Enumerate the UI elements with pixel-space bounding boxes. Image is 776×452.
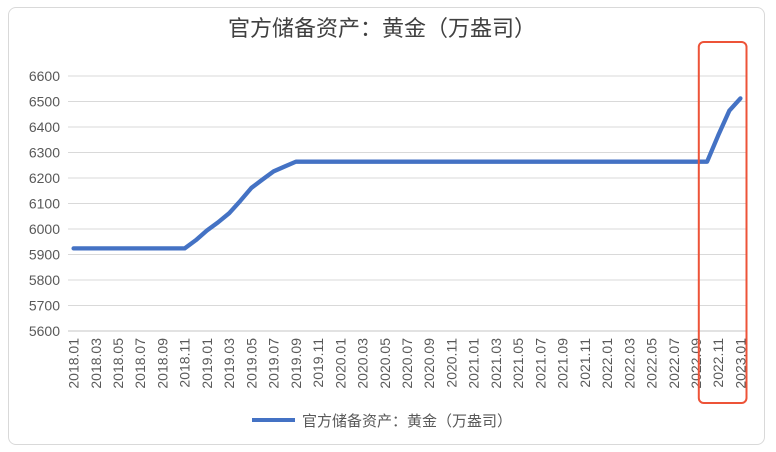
x-tick-label: 2021.01 xyxy=(466,338,482,389)
x-tick-label: 2018.07 xyxy=(132,338,148,389)
y-tick-label: 5900 xyxy=(29,247,60,263)
x-tick-label: 2019.01 xyxy=(199,338,215,389)
x-tick-label: 2021.05 xyxy=(510,338,526,389)
x-tick-label: 2020.07 xyxy=(399,338,415,389)
y-tick-label: 5700 xyxy=(29,298,60,314)
gridlines xyxy=(68,75,746,332)
y-tick-label: 6400 xyxy=(29,119,60,135)
x-tick-label: 2022.03 xyxy=(621,338,637,389)
y-tick-label: 6100 xyxy=(29,196,60,212)
legend-label: 官方储备资产：黄金（万盎司） xyxy=(302,413,512,430)
x-tick-label: 2020.11 xyxy=(443,338,459,388)
x-tick-label: 2019.05 xyxy=(243,338,259,389)
highlight-box xyxy=(697,41,748,404)
x-axis-tick-labels: 2018.01 2018.03 2018.05 2018.07 2018.09 2018.… xyxy=(66,338,749,389)
x-tick-label: 2020.03 xyxy=(355,338,371,389)
series-line-gold-reserves xyxy=(71,96,743,251)
x-tick-label: 2018.11 xyxy=(177,338,193,388)
y-tick-label: 6000 xyxy=(29,221,60,237)
x-tick-label: 2019.07 xyxy=(266,338,282,389)
x-tick-label: 2018.03 xyxy=(88,338,104,389)
x-tick-label: 2021.09 xyxy=(555,338,571,389)
y-tick-label: 6600 xyxy=(29,68,60,84)
y-tick-label: 5800 xyxy=(29,272,60,288)
x-tick-label: 2020.01 xyxy=(332,338,348,389)
chart-container: 5600 5700 5800 5900 6000 6100 6200 6300 6400 6500… xyxy=(8,7,765,445)
x-tick-label: 2021.07 xyxy=(532,338,548,389)
y-tick-label: 5600 xyxy=(29,323,60,339)
x-tick-label: 2022.09 xyxy=(688,338,704,389)
x-tick-label: 2022.05 xyxy=(644,338,660,389)
y-tick-label: 6200 xyxy=(29,170,60,186)
x-tick-label: 2018.05 xyxy=(110,338,126,389)
x-tick-label: 2022.07 xyxy=(666,338,682,389)
y-tick-label: 6300 xyxy=(29,145,60,161)
x-tick-label: 2018.01 xyxy=(66,338,82,389)
x-tick-label: 2022.01 xyxy=(599,338,615,389)
x-tick-label: 2019.11 xyxy=(310,338,326,388)
x-tick-label: 2018.09 xyxy=(154,338,170,389)
x-tick-label: 2022.11 xyxy=(710,338,726,388)
x-tick-label: 2020.05 xyxy=(377,338,393,389)
x-tick-label: 2019.09 xyxy=(288,338,304,389)
x-tick-label: 2021.11 xyxy=(577,338,593,388)
x-tick-label: 2021.03 xyxy=(488,338,504,389)
y-axis-tick-labels: 5600 5700 5800 5900 6000 6100 6200 6300 6400 6500… xyxy=(29,68,60,339)
chart-title: 官方储备资产：黄金（万盎司） xyxy=(228,16,536,41)
x-tick-label: 2019.03 xyxy=(221,338,237,389)
x-tick-label: 2020.09 xyxy=(421,338,437,389)
y-tick-label: 6500 xyxy=(29,94,60,110)
x-tick-label: 2023.01 xyxy=(732,338,748,389)
legend: 官方储备资产：黄金（万盎司） xyxy=(252,413,512,430)
